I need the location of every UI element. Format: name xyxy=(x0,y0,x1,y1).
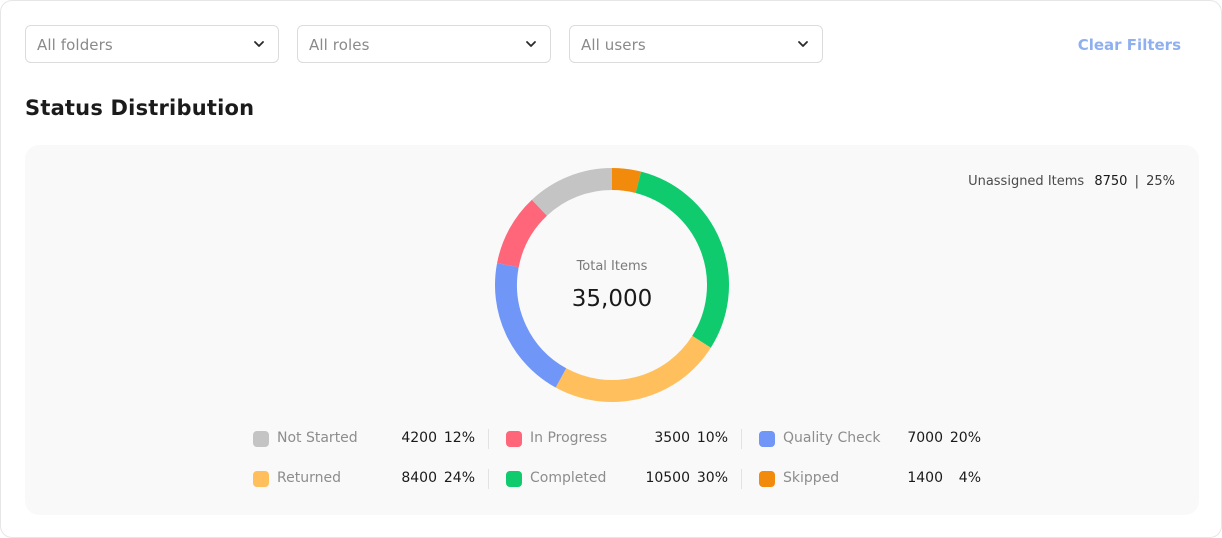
legend-percent: 30% xyxy=(696,470,728,486)
legend-item: Not Started 4200 12% xyxy=(253,429,475,449)
users-select[interactable]: All users xyxy=(569,25,823,63)
clear-filters-link[interactable]: Clear Filters xyxy=(1077,36,1181,54)
donut-slice-not-started xyxy=(531,168,613,216)
donut-chart xyxy=(495,168,729,402)
legend-item: Skipped 1400 4% xyxy=(759,469,981,489)
legend-label: Completed xyxy=(530,470,607,486)
legend-percent: 10% xyxy=(696,430,728,446)
legend-swatch xyxy=(759,431,775,447)
legend-item: In Progress 3500 10% xyxy=(506,429,728,449)
legend-label: Skipped xyxy=(783,470,840,486)
legend-divider xyxy=(741,469,742,489)
unassigned-label: Unassigned Items xyxy=(968,174,1085,189)
legend-label: Quality Check xyxy=(783,430,881,446)
unassigned-separator: | xyxy=(1134,174,1139,189)
legend-divider xyxy=(488,429,489,449)
roles-select[interactable]: All roles xyxy=(297,25,551,63)
legend-percent: 4% xyxy=(958,470,981,486)
legend-label: In Progress xyxy=(530,430,608,446)
roles-select-value: All roles xyxy=(309,36,370,54)
folders-select-value: All folders xyxy=(37,36,113,54)
legend-count: 3500 xyxy=(654,430,690,446)
donut-slice-in-progress xyxy=(497,199,548,268)
donut-slice-quality-check xyxy=(495,263,567,388)
legend-divider xyxy=(741,429,742,449)
legend-swatch xyxy=(253,431,269,447)
total-items-value: 35,000 xyxy=(571,286,653,312)
legend-count: 8400 xyxy=(401,470,437,486)
folders-select[interactable]: All folders xyxy=(25,25,279,63)
legend-item: Returned 8400 24% xyxy=(253,469,475,489)
legend-divider xyxy=(488,469,489,489)
legend-label: Returned xyxy=(277,470,341,486)
legend-swatch xyxy=(253,471,269,487)
chevron-down-icon xyxy=(254,41,264,47)
donut-slice-skipped xyxy=(611,168,642,194)
users-select-value: All users xyxy=(581,36,646,54)
chevron-down-icon xyxy=(526,41,536,47)
unassigned-count: 8750 xyxy=(1094,174,1128,189)
unassigned-items-summary: Unassigned Items 8750 | 25% xyxy=(968,174,1175,189)
legend-percent: 20% xyxy=(949,430,981,446)
legend-swatch xyxy=(506,471,522,487)
section-title: Status Distribution xyxy=(25,96,255,120)
legend-percent: 12% xyxy=(443,430,475,446)
legend-percent: 24% xyxy=(443,470,475,486)
chart-panel: Unassigned Items 8750 | 25% Total Items … xyxy=(25,145,1199,515)
total-items-label: Total Items xyxy=(576,259,648,274)
legend-item: Completed 10500 30% xyxy=(506,469,728,489)
legend-item: Quality Check 7000 20% xyxy=(759,429,981,449)
legend-swatch xyxy=(759,471,775,487)
legend-label: Not Started xyxy=(277,430,358,446)
unassigned-percent: 25% xyxy=(1146,174,1175,189)
legend-count: 10500 xyxy=(645,470,690,486)
donut-slice-returned xyxy=(555,335,711,402)
donut-slice-completed xyxy=(635,171,729,348)
legend-count: 4200 xyxy=(401,430,437,446)
legend-swatch xyxy=(506,431,522,447)
legend-count: 7000 xyxy=(907,430,943,446)
legend-count: 1400 xyxy=(907,470,943,486)
chevron-down-icon xyxy=(798,41,808,47)
